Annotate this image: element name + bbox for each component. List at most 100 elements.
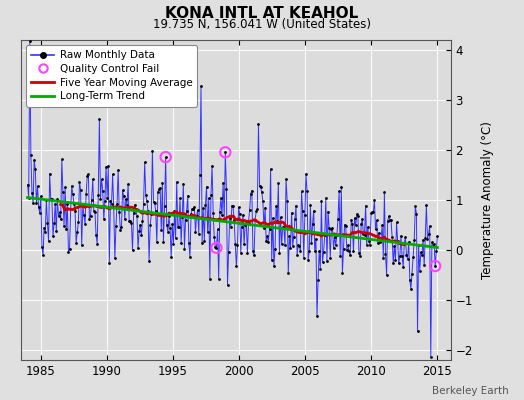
Point [262,238,270,245]
Point [388,234,396,240]
Point [332,242,340,248]
Point [122,196,130,202]
Point [157,227,166,234]
Point [383,272,391,278]
Point [32,200,40,206]
Point [108,171,117,178]
Point [283,198,291,204]
Point [331,233,339,240]
Point [29,200,37,206]
Point [179,180,188,187]
Point [211,244,220,250]
Point [431,263,440,269]
Point [229,203,237,210]
Point [365,238,373,244]
Point [130,202,139,208]
Point [364,224,372,230]
Point [26,38,34,45]
Point [104,162,113,169]
Point [209,210,217,216]
Point [162,222,171,228]
Point [284,270,292,276]
Point [36,210,44,216]
Point [265,226,274,232]
Point [248,187,256,194]
Point [138,218,147,225]
Point [396,253,404,259]
Point [88,196,96,203]
Point [224,249,233,256]
Point [28,190,36,196]
Point [328,225,336,232]
Point [112,223,120,230]
Point [431,263,440,269]
Point [96,196,105,202]
Point [39,252,47,258]
Point [253,206,261,212]
Point [290,234,298,240]
Point [394,238,402,244]
Point [223,282,232,288]
Point [293,251,301,258]
Point [84,171,93,178]
Point [309,221,317,227]
Point [46,170,54,177]
Point [291,216,299,222]
Point [186,254,194,260]
Point [254,121,263,128]
Point [91,208,99,215]
Point [414,242,423,248]
Point [126,218,135,224]
Point [124,181,132,187]
Point [188,206,196,212]
Point [148,148,157,154]
Point [59,188,67,195]
Point [117,224,126,230]
Point [380,189,389,196]
Point [116,227,125,233]
Point [218,212,226,218]
Point [361,231,369,238]
Point [343,246,351,253]
Point [252,208,260,214]
Point [119,193,128,200]
Point [221,149,230,156]
Point [379,254,387,261]
Point [143,198,151,204]
Point [373,217,381,224]
Point [93,240,101,247]
Point [105,260,114,266]
Point [411,203,420,210]
Point [274,180,282,187]
Point [203,229,212,235]
Point [225,214,234,221]
Point [198,240,206,246]
Point [49,233,57,239]
Point [161,154,170,160]
Point [316,266,324,272]
Point [344,242,352,248]
Point [53,196,62,202]
Point [282,176,290,182]
Point [390,242,399,249]
Point [321,232,329,238]
Point [228,202,236,209]
Point [260,225,268,231]
Point [346,252,354,258]
Point [333,232,341,238]
Point [213,226,222,233]
Point [427,354,435,360]
Point [132,206,140,212]
Point [182,208,191,214]
Point [52,228,60,234]
Point [212,245,221,251]
Point [242,220,250,226]
Point [348,221,356,227]
Point [281,242,289,248]
Point [319,258,327,265]
Point [381,251,390,258]
Point [310,208,318,214]
Point [83,173,91,179]
Point [416,267,424,274]
Point [113,201,121,207]
